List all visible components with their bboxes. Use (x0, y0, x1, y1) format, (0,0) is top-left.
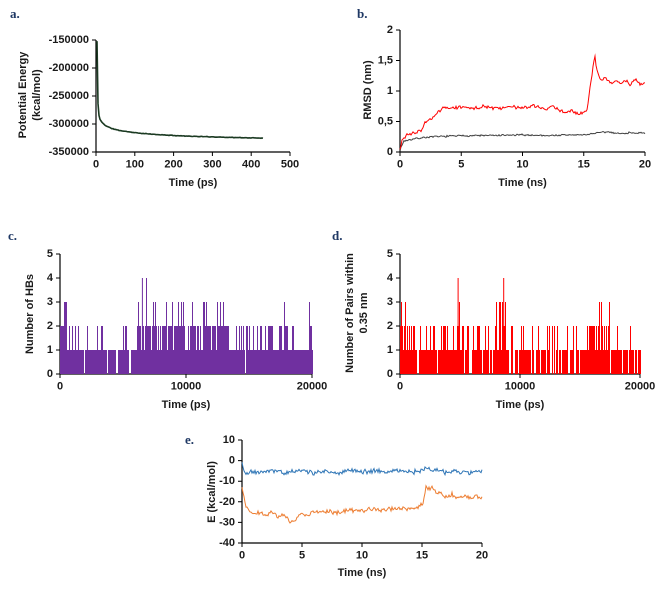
chart-e-canvas (200, 428, 500, 593)
chart-e-ylabel: E (kcal/mol) (206, 461, 218, 523)
panel-label-b: b. (357, 6, 367, 22)
panel-label-e: e. (185, 432, 195, 447)
chart-a-ylabel: Potential Energy (kcal/mol) (17, 51, 43, 139)
chart-a-canvas (0, 14, 310, 212)
chart-d-canvas (330, 236, 657, 434)
panel-label-d: d. (332, 228, 342, 244)
chart-a-xlabel: Time (ps) (168, 177, 218, 189)
panel-label-a: a. (10, 6, 20, 22)
chart-c-canvas (0, 236, 330, 434)
chart-b-xlabel: Time (ns) (498, 177, 547, 189)
chart-b-ylabel: RMSD (nm) (362, 60, 374, 120)
chart-c-xlabel: Time (ps) (161, 399, 211, 411)
panel-label-c: c. (8, 228, 17, 244)
chart-c-ylabel: Number of HBs (24, 273, 36, 355)
chart-e-xlabel: Time (ns) (337, 567, 387, 579)
chart-b-canvas (352, 14, 657, 212)
chart-d-ylabel: Number of Pairs within 0.35 nm (344, 253, 370, 373)
chart-d-xlabel: Time (ps) (495, 399, 545, 411)
